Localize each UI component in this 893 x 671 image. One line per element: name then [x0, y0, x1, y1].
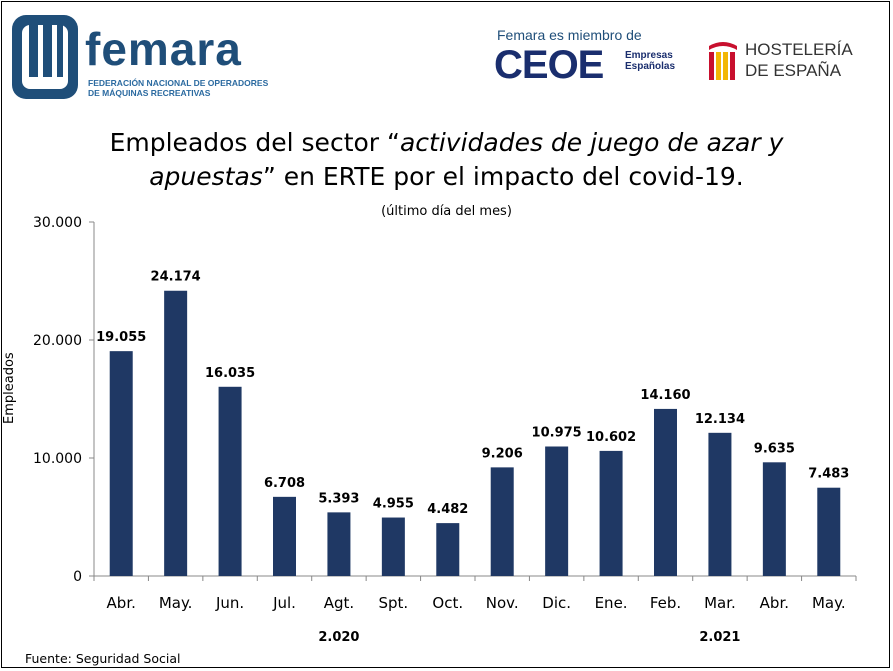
bar [654, 408, 677, 576]
bar [817, 487, 841, 576]
bar [599, 450, 623, 576]
member-text: Femara es miembro de [497, 27, 642, 43]
x-tick-label: Agt. [324, 594, 354, 612]
bar [109, 351, 133, 576]
bar [164, 290, 188, 576]
y-tick-label: 0 [73, 569, 82, 585]
data-label: 16.035 [205, 366, 255, 381]
x-tick-label: Dic. [542, 594, 571, 612]
bar [762, 462, 786, 576]
bar [218, 386, 242, 576]
ceoe-subtitle: Empresas Españolas [625, 50, 676, 72]
source-note: Fuente: Seguridad Social [25, 651, 181, 666]
data-label: 9.206 [482, 446, 523, 461]
bar [381, 517, 405, 576]
year-group-label: 2.021 [699, 630, 740, 645]
data-label: 14.160 [640, 388, 690, 403]
x-tick-label: May. [812, 594, 846, 612]
data-label: 4.482 [427, 502, 468, 517]
hosteleria-logo-icon [709, 42, 737, 80]
data-label: 7.483 [808, 467, 849, 482]
x-tick-label: Abr. [760, 594, 789, 612]
year-group-label: 2.020 [318, 630, 359, 645]
data-label: 4.955 [373, 497, 414, 512]
bar [708, 432, 732, 576]
y-tick-label: 30.000 [33, 215, 82, 231]
bar [327, 512, 351, 576]
bar [490, 467, 514, 576]
data-label: 5.393 [318, 491, 359, 506]
x-tick-label: Jun. [215, 594, 244, 612]
y-tick-label: 20.000 [33, 333, 82, 349]
x-tick-label: Jul. [272, 594, 296, 612]
bar [436, 523, 460, 576]
femara-subtitle: FEDERACIÓN NACIONAL DE OPERADORES DE MÁQ… [88, 78, 269, 98]
data-label: 19.055 [96, 330, 146, 345]
ceoe-logo: CEOE [494, 43, 604, 87]
x-tick-label: Nov. [486, 594, 519, 612]
x-tick-label: May. [159, 594, 193, 612]
x-tick-label: Oct. [432, 594, 463, 612]
x-tick-label: Mar. [704, 594, 736, 612]
x-tick-label: Ene. [595, 594, 628, 612]
bar [273, 496, 296, 576]
hosteleria-text: HOSTELERÍA DE ESPAÑA [745, 40, 853, 80]
y-tick-label: 10.000 [33, 451, 82, 467]
data-label: 10.602 [586, 430, 636, 445]
femara-wordmark: femara [85, 23, 242, 75]
data-label: 12.134 [695, 412, 745, 427]
chart-subtitle: (último día del mes) [381, 204, 512, 219]
data-label: 9.635 [754, 441, 795, 456]
data-label: 24.174 [151, 270, 201, 285]
chart-title: Empleados del sector “actividades de jue… [109, 128, 784, 191]
bar [545, 446, 569, 576]
data-label: 10.975 [532, 425, 582, 440]
femara-logo-icon [12, 15, 78, 99]
x-tick-label: Abr. [107, 594, 136, 612]
data-label: 6.708 [264, 476, 305, 491]
x-tick-label: Spt. [379, 594, 409, 612]
x-tick-label: Feb. [650, 594, 681, 612]
